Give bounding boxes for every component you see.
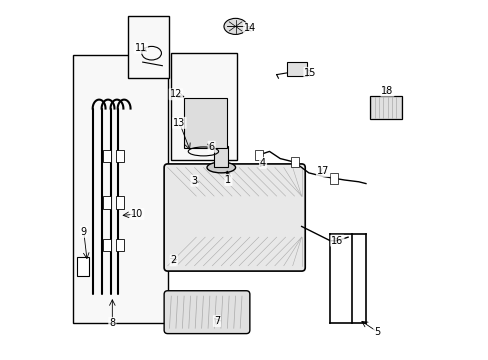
Text: 1: 1 <box>225 175 231 185</box>
Bar <box>116 196 123 208</box>
Ellipse shape <box>206 162 235 173</box>
FancyBboxPatch shape <box>164 291 249 334</box>
Bar <box>116 150 123 162</box>
Text: 4: 4 <box>260 158 265 168</box>
Bar <box>73 55 167 323</box>
Bar <box>329 173 337 184</box>
Bar <box>77 257 89 276</box>
Bar <box>290 157 298 167</box>
FancyBboxPatch shape <box>164 164 305 271</box>
Bar <box>369 96 401 119</box>
Text: 13: 13 <box>173 118 185 128</box>
Text: 9: 9 <box>81 227 87 237</box>
Bar <box>255 150 263 160</box>
Bar <box>103 239 111 251</box>
Text: 12: 12 <box>169 89 182 99</box>
Bar <box>103 150 111 162</box>
Bar <box>128 16 169 78</box>
Text: 8: 8 <box>109 318 115 328</box>
Text: 15: 15 <box>304 68 316 78</box>
Bar <box>287 62 306 76</box>
Text: 2: 2 <box>170 255 177 265</box>
Bar <box>171 53 237 160</box>
Text: 11: 11 <box>135 43 147 53</box>
Text: 14: 14 <box>244 23 256 33</box>
Text: 3: 3 <box>191 176 197 186</box>
Ellipse shape <box>224 18 246 35</box>
Bar <box>183 98 226 148</box>
Bar <box>103 196 111 208</box>
Text: 17: 17 <box>316 166 328 176</box>
Text: 7: 7 <box>213 316 220 326</box>
Text: 5: 5 <box>373 327 380 337</box>
Text: 16: 16 <box>330 236 343 246</box>
Text: 18: 18 <box>381 86 393 96</box>
Text: 10: 10 <box>131 209 143 219</box>
Bar <box>214 146 228 167</box>
Text: 6: 6 <box>208 142 214 152</box>
Bar <box>116 239 123 251</box>
